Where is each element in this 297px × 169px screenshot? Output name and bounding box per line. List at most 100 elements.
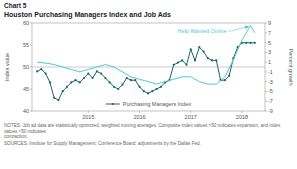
series-point xyxy=(211,59,213,61)
x-tick-label: 2017 xyxy=(185,114,197,120)
y2-tick xyxy=(265,91,267,92)
axes: 20152016201720184045505560-9-7-5-3-11357… xyxy=(4,20,294,120)
x-tick xyxy=(241,111,242,113)
y-tick xyxy=(30,111,32,112)
x-tick-label: 2018 xyxy=(236,114,248,120)
series-point xyxy=(190,48,192,50)
series-point xyxy=(70,81,72,83)
series-point xyxy=(130,79,132,81)
series-point xyxy=(202,51,204,53)
y-tick-label: 40 xyxy=(23,108,29,114)
series-point xyxy=(155,88,157,90)
series-point xyxy=(91,77,93,79)
annotation-text: Help Wanted Online xyxy=(177,28,226,34)
x-tick-label: 2016 xyxy=(133,114,145,120)
series-point xyxy=(62,90,64,92)
series-line xyxy=(37,43,255,100)
legend-marker xyxy=(112,103,114,105)
series-point xyxy=(254,42,256,44)
series-point xyxy=(109,81,111,83)
series-point xyxy=(113,86,115,88)
y2-tick-label: -1 xyxy=(268,69,273,75)
y2-tick xyxy=(265,101,267,102)
series-point xyxy=(138,86,140,88)
y-tick-label: 55 xyxy=(23,42,29,48)
series-point xyxy=(151,90,153,92)
y2-tick-label: 5 xyxy=(268,40,271,46)
y-tick-label: 45 xyxy=(23,86,29,92)
legend-label: Purchasing Managers Index xyxy=(123,101,192,107)
x-tick xyxy=(190,111,191,113)
series-point xyxy=(173,64,175,66)
y2-tick-label: -5 xyxy=(268,88,273,94)
series-point xyxy=(83,77,85,79)
series-point xyxy=(40,68,42,70)
y2-tick xyxy=(265,42,267,43)
series-point xyxy=(49,81,51,83)
series-point xyxy=(147,92,149,94)
notes-line: NOTES: Job ad data are statistically opt… xyxy=(4,123,282,128)
y2-tick xyxy=(265,81,267,82)
series-point xyxy=(66,86,68,88)
series-line xyxy=(37,25,255,84)
series-point xyxy=(228,75,230,77)
series-point xyxy=(45,73,47,75)
notes-line: contraction. xyxy=(4,134,28,139)
title: Chart 5 xyxy=(4,2,27,9)
legend-swatch xyxy=(106,104,120,105)
series-point xyxy=(198,46,200,48)
series-point xyxy=(134,79,136,81)
y2-tick xyxy=(265,32,267,33)
sources-line: SOURCES: Institute for Supply Management… xyxy=(4,141,201,146)
series-point xyxy=(143,90,145,92)
subtitle: Houston Purchasing Managers Index and Jo… xyxy=(4,11,171,19)
series-point xyxy=(96,70,98,72)
series-point xyxy=(117,88,119,90)
series-point xyxy=(121,84,123,86)
series-point xyxy=(126,77,128,79)
y2-tick xyxy=(265,23,267,24)
y2-tick-label: -9 xyxy=(268,108,273,114)
notes: NOTES: Job ad data are statistically opt… xyxy=(4,123,282,139)
annotation: Help Wanted Online xyxy=(177,26,248,34)
y2-tick-label: 7 xyxy=(268,30,271,36)
y-tick xyxy=(30,67,32,68)
plot-area xyxy=(32,25,265,101)
series-point xyxy=(194,59,196,61)
legend: Purchasing Managers Index xyxy=(106,101,192,107)
y2-tick xyxy=(265,111,267,112)
chart: Chart 5 Houston Purchasing Managers Index… xyxy=(0,0,297,169)
plot-frame xyxy=(32,23,265,111)
series-point xyxy=(245,42,247,44)
y-axis-label: Index value xyxy=(4,53,10,81)
y-tick-label: 50 xyxy=(23,64,29,70)
series-point xyxy=(57,99,59,101)
series-point xyxy=(53,97,55,99)
series-point xyxy=(215,59,217,61)
y2-tick xyxy=(265,62,267,63)
y-tick xyxy=(30,45,32,46)
series-point xyxy=(160,86,162,88)
annotation-arrow xyxy=(229,26,249,31)
y2-axis-label: Percent growth xyxy=(288,49,294,86)
notes-line: values <50 indicates xyxy=(4,129,46,134)
y2-tick xyxy=(265,52,267,53)
series-point xyxy=(36,70,38,72)
y2-tick xyxy=(265,71,267,72)
x-tick xyxy=(139,111,140,113)
series-point xyxy=(249,42,251,44)
y-tick xyxy=(30,89,32,90)
y2-tick-label: 9 xyxy=(268,20,271,26)
series-point xyxy=(74,79,76,81)
y-tick-label: 60 xyxy=(23,20,29,26)
x-tick xyxy=(88,111,89,113)
series-point xyxy=(181,59,183,61)
series-point xyxy=(185,64,187,66)
series-point xyxy=(104,77,106,79)
y-tick xyxy=(30,23,32,24)
series-point xyxy=(224,79,226,81)
series-point xyxy=(100,73,102,75)
series-point xyxy=(207,57,209,59)
y2-tick-label: -3 xyxy=(268,79,273,85)
y2-tick-label: -7 xyxy=(268,98,273,104)
